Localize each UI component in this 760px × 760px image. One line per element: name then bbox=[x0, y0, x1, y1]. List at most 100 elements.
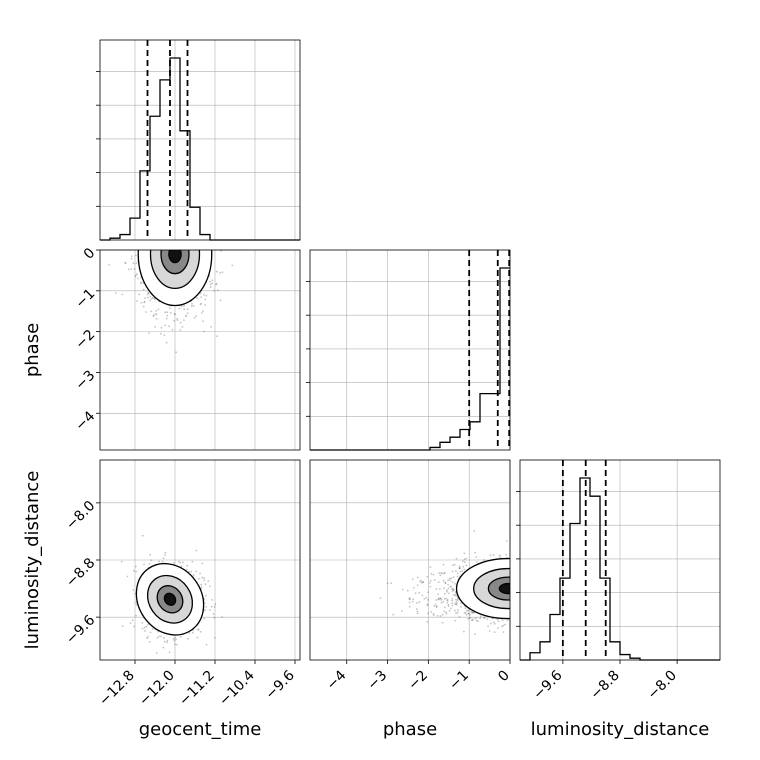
x-tick-label-geocent-time-0: −12.8 bbox=[96, 668, 138, 710]
panel-phase-vs-luminosity-distance-point bbox=[386, 582, 389, 585]
y-ticks-phase: −4 −3 −2 −1 0 bbox=[72, 245, 100, 434]
x-tick-label-luminosity-distance-0: −9.6 bbox=[530, 667, 565, 702]
panel-geocent-time-vs-luminosity-distance-point bbox=[126, 575, 129, 578]
x-tick-label-geocent-time-3: −10.4 bbox=[216, 667, 258, 709]
panel-geocent-time-vs-phase-point bbox=[216, 289, 219, 292]
panel-phase-vs-luminosity-distance-point bbox=[464, 607, 467, 610]
panel-phase-vs-luminosity-distance-point bbox=[406, 589, 409, 592]
panel-phase-vs-luminosity-distance-point bbox=[470, 610, 473, 613]
panel-phase-vs-luminosity-distance-point bbox=[459, 570, 462, 573]
hist-geocent-time-grid-horizontal bbox=[96, 71, 300, 207]
panel-phase-vs-luminosity-distance-points bbox=[379, 530, 510, 636]
panel-geocent-time-vs-phase-point bbox=[146, 293, 149, 296]
panel-geocent-time-vs-luminosity-distance-point bbox=[213, 606, 216, 608]
panel-geocent-time-vs-phase-point bbox=[151, 296, 154, 299]
y-tick-label-phase-2: −2 bbox=[72, 327, 98, 353]
x-tick-label-luminosity-distance-2: −8.0 bbox=[645, 668, 680, 703]
panel-phase-vs-luminosity-distance-point bbox=[433, 579, 436, 581]
panel-geocent-time-vs-phase-contour-3 bbox=[168, 250, 182, 264]
panel-geocent-time-vs-phase-point bbox=[150, 297, 153, 300]
panel-phase-vs-luminosity-distance-point bbox=[446, 601, 449, 604]
panel-phase-vs-luminosity-distance-point bbox=[437, 598, 440, 601]
panel-phase-vs-luminosity-distance-point bbox=[462, 565, 465, 568]
panel-phase-vs-luminosity-distance-point bbox=[444, 582, 447, 585]
panel-phase-vs-luminosity-distance-point bbox=[442, 579, 445, 582]
panel-geocent-time-vs-luminosity-distance-point bbox=[143, 626, 146, 629]
panel-phase-vs-luminosity-distance-point bbox=[471, 611, 474, 614]
panel-geocent-time-vs-phase-point bbox=[157, 308, 160, 311]
panel-phase-vs-luminosity-distance-point bbox=[428, 582, 431, 584]
panel-geocent-time-vs-luminosity-distance-point bbox=[132, 589, 135, 591]
panel-phase-vs-luminosity-distance-point bbox=[469, 616, 472, 619]
panel-geocent-time-vs-luminosity-distance-point bbox=[135, 614, 137, 617]
panel-phase-vs-luminosity-distance-point bbox=[427, 591, 430, 594]
panel-phase-vs-luminosity-distance-point bbox=[465, 557, 468, 560]
panel-geocent-time-vs-luminosity-distance-point bbox=[191, 631, 194, 634]
panel-geocent-time-vs-luminosity-distance-point bbox=[160, 635, 162, 638]
panel-phase-vs-luminosity-distance-point bbox=[447, 579, 449, 581]
panel-geocent-time-vs-phase-point bbox=[200, 312, 203, 314]
panel-geocent-time-vs-luminosity-distance-point bbox=[210, 605, 213, 608]
panel-phase-vs-luminosity-distance-point bbox=[437, 597, 440, 599]
panel-phase-vs-luminosity-distance-point bbox=[452, 564, 454, 567]
panel-phase-vs-luminosity-distance-point bbox=[471, 612, 473, 614]
panel-phase-vs-luminosity-distance-point bbox=[486, 618, 489, 621]
panel-phase-vs-luminosity-distance-point bbox=[454, 619, 457, 622]
panel-geocent-time-vs-phase-point bbox=[173, 313, 176, 315]
panel-geocent-time-vs-phase-point bbox=[160, 332, 162, 335]
panel-geocent-time-vs-luminosity-distance-point bbox=[199, 572, 202, 575]
panel-phase-vs-luminosity-distance-point bbox=[429, 566, 432, 569]
panel-phase-vs-luminosity-distance-point bbox=[427, 612, 429, 614]
panel-phase-vs-luminosity-distance-point bbox=[443, 606, 446, 609]
panel-geocent-time-vs-phase-point bbox=[191, 303, 193, 305]
panel-phase-vs-luminosity-distance-point bbox=[473, 530, 476, 532]
panel-geocent-time-vs-phase-point bbox=[140, 301, 143, 304]
panel-phase-vs-luminosity-distance-point bbox=[445, 597, 448, 600]
panel-phase-vs-luminosity-distance-point bbox=[452, 589, 455, 591]
panel-phase-vs-luminosity-distance-point bbox=[443, 587, 445, 590]
panel-phase-vs-luminosity-distance-point bbox=[472, 618, 475, 620]
panel-phase-vs-luminosity-distance-point bbox=[442, 563, 445, 566]
panel-phase-vs-luminosity-distance-point bbox=[451, 581, 454, 584]
panel-geocent-time-vs-luminosity-distance-point bbox=[191, 560, 194, 563]
panel-phase-vs-luminosity-distance-point bbox=[438, 598, 440, 601]
panel-geocent-time-vs-luminosity-distance-point bbox=[158, 635, 160, 638]
panel-geocent-time-vs-luminosity-distance-point bbox=[207, 580, 210, 583]
panel-geocent-time-vs-phase-point bbox=[135, 274, 137, 277]
panel-geocent-time-vs-phase-point bbox=[204, 298, 207, 301]
x-tick-label-phase-1: −3 bbox=[364, 668, 390, 694]
panel-geocent-time-vs-luminosity-distance-point bbox=[157, 630, 159, 633]
panel-phase-vs-luminosity-distance-point bbox=[392, 613, 395, 616]
panel-geocent-time-vs-phase-point bbox=[216, 335, 219, 338]
panel-phase-vs-luminosity-distance-point bbox=[467, 609, 470, 612]
panel-phase-vs-luminosity-distance-point bbox=[441, 572, 444, 575]
panel-phase-vs-luminosity-distance-point bbox=[463, 552, 466, 555]
panel-geocent-time-vs-luminosity-distance-point bbox=[203, 579, 206, 582]
panel-geocent-time-vs-luminosity-distance-point bbox=[172, 638, 175, 641]
panel-phase-vs-luminosity-distance-point bbox=[408, 598, 410, 600]
panel-geocent-time-vs-luminosity-distance-point bbox=[196, 636, 199, 639]
panel-phase-vs-luminosity-distance-point bbox=[430, 579, 432, 582]
panel-phase-vs-luminosity-distance-point bbox=[467, 612, 470, 615]
panel-phase-vs-luminosity-distance-point bbox=[430, 572, 433, 575]
panel-phase-vs-luminosity-distance-point bbox=[455, 557, 458, 560]
panel-geocent-time-vs-luminosity-distance-point bbox=[203, 617, 206, 620]
panel-geocent-time-vs-phase-point bbox=[132, 262, 135, 265]
panel-phase-vs-luminosity-distance-point bbox=[475, 556, 477, 558]
panel-geocent-time-vs-luminosity-distance-point bbox=[145, 625, 148, 628]
panel-phase-vs-luminosity-distance-point bbox=[498, 554, 501, 557]
panel-phase-vs-luminosity-distance-point bbox=[479, 617, 482, 620]
panel-geocent-time-vs-phase-point bbox=[147, 292, 150, 294]
panel-phase-vs-luminosity-distance-point bbox=[460, 606, 462, 608]
panel-phase-vs-luminosity-distance-point bbox=[459, 566, 461, 569]
panel-geocent-time-vs-phase-point bbox=[154, 313, 157, 315]
panel-geocent-time-vs-luminosity-distance-point bbox=[173, 562, 175, 564]
panel-phase-vs-luminosity-distance-point bbox=[443, 572, 446, 574]
panel-phase-vs-luminosity-distance-point bbox=[472, 611, 475, 614]
panel-phase-vs-luminosity-distance-point bbox=[422, 581, 424, 584]
panel-geocent-time-vs-phase-point bbox=[176, 317, 179, 320]
panel-phase-vs-luminosity-distance-point bbox=[467, 618, 470, 620]
panel-geocent-time-vs-phase-point bbox=[153, 297, 156, 300]
panel-geocent-time-vs-phase-point bbox=[209, 286, 212, 288]
panel-phase-vs-luminosity-distance-point bbox=[451, 599, 454, 602]
